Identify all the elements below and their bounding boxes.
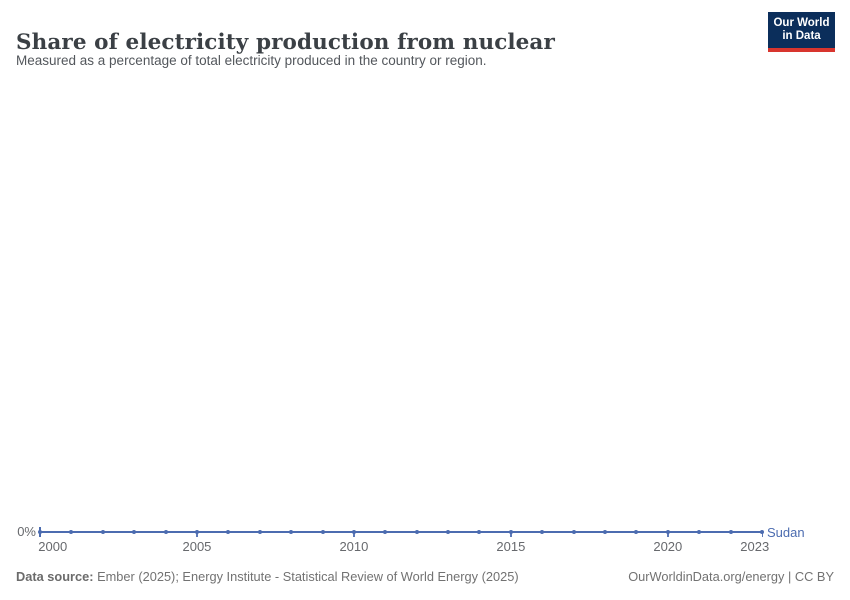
data-point-2003[interactable] (132, 530, 137, 534)
x-axis-label-2020: 2020 (653, 539, 683, 554)
chart-title: Share of electricity production from nuc… (16, 30, 555, 56)
x-axis-label-2023: 2023 (740, 539, 770, 554)
data-point-2017[interactable] (571, 530, 576, 534)
chart-subtitle: Measured as a percentage of total electr… (16, 53, 487, 68)
x-axis-tick-2023 (761, 532, 763, 537)
data-point-2001[interactable] (69, 530, 74, 534)
data-point-2002[interactable] (100, 530, 105, 534)
chart-footer: Data source: Ember (2025); Energy Instit… (16, 569, 834, 584)
data-point-2022[interactable] (728, 530, 733, 534)
data-point-2016[interactable] (540, 530, 545, 534)
x-axis-tick-2015 (510, 532, 512, 537)
series-label-sudan[interactable]: Sudan (767, 525, 805, 540)
data-point-2021[interactable] (697, 530, 702, 534)
x-axis-tick-2020 (667, 532, 669, 537)
owid-credit-link[interactable]: OurWorldinData.org/energy | CC BY (628, 569, 834, 584)
y-axis-zero-label: 0% (17, 524, 36, 539)
owid-logo-line2: in Data (782, 30, 821, 42)
series-line-sudan[interactable] (40, 531, 762, 533)
x-axis-label-2010: 2010 (339, 539, 369, 554)
data-point-2007[interactable] (257, 530, 262, 534)
data-point-2008[interactable] (289, 530, 294, 534)
data-source-label: Data source: (16, 569, 94, 584)
data-point-2014[interactable] (477, 530, 482, 534)
x-axis-tick-2010 (353, 532, 355, 537)
data-point-2018[interactable] (603, 530, 608, 534)
owid-logo[interactable]: Our World in Data (768, 12, 835, 52)
x-axis-label-2000: 2000 (38, 539, 68, 554)
x-axis-label-2015: 2015 (496, 539, 526, 554)
data-source-note: Data source: Ember (2025); Energy Instit… (16, 569, 519, 584)
data-point-2004[interactable] (163, 530, 168, 534)
x-axis-tick-2000 (39, 532, 41, 537)
data-point-2006[interactable] (226, 530, 231, 534)
data-point-2012[interactable] (414, 530, 419, 534)
x-axis-tick-2005 (196, 532, 198, 537)
x-axis-label-2005: 2005 (182, 539, 212, 554)
owid-logo-line1: Our World (773, 17, 830, 29)
data-point-2011[interactable] (383, 530, 388, 534)
data-point-2009[interactable] (320, 530, 325, 534)
data-source-text: Ember (2025); Energy Institute - Statist… (93, 569, 519, 584)
data-point-2013[interactable] (446, 530, 451, 534)
data-point-2019[interactable] (634, 530, 639, 534)
